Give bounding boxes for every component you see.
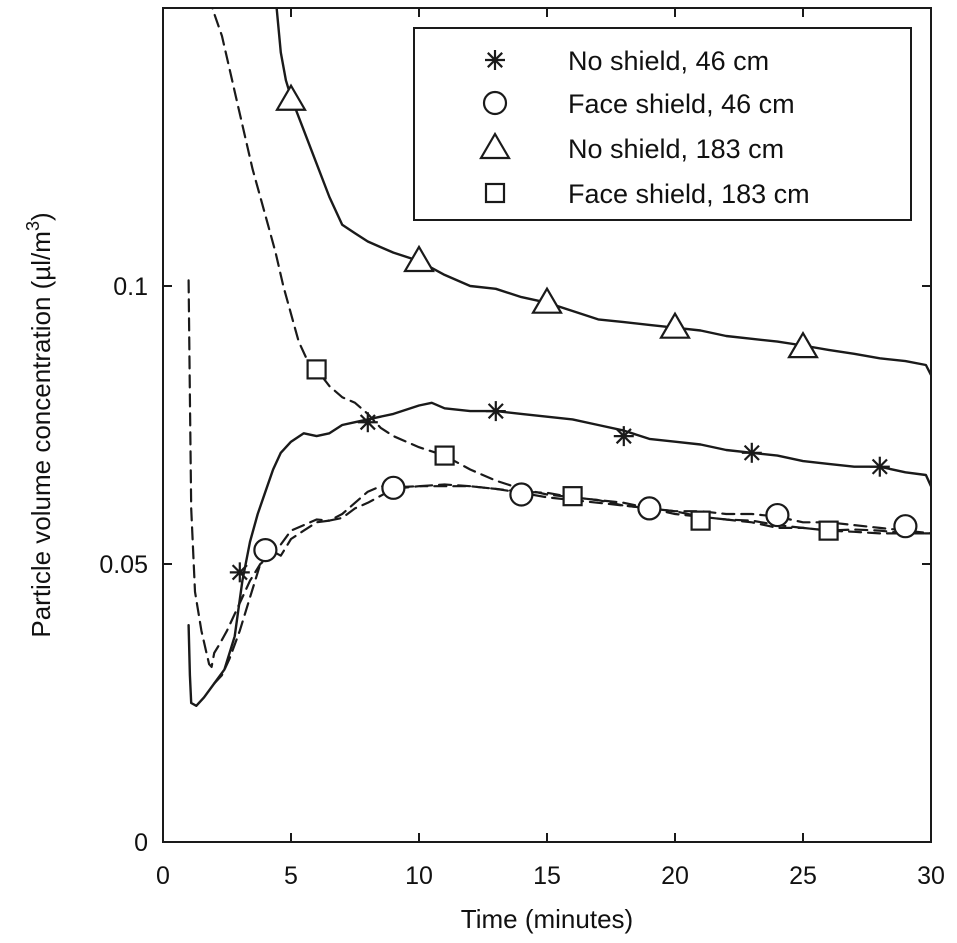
legend-symbol-triangle [479,131,511,160]
series-line-asterisk [187,401,931,707]
legend-label-face-shield-46: Face shield, 46 cm [568,89,795,119]
marker-circle [765,502,790,528]
marker-triangle [659,311,691,339]
y-axis-label-superscript: 3 [23,221,43,231]
legend: No shield, 46 cm Face shield, 46 cm No s… [413,27,912,221]
marker-square [690,510,711,531]
marker-asterisk [485,401,506,422]
legend-label-no-shield-183: No shield, 183 cm [568,134,784,164]
marker-square [434,445,455,466]
y-axis-label-tail: ) [26,212,56,221]
marker-circle [509,482,534,507]
series-line-square [187,279,931,668]
marker-triangle [403,244,435,273]
y-tick-label: 0.1 [113,273,148,301]
x-tick-label: 25 [789,862,817,890]
legend-label-no-shield-46: No shield, 46 cm [568,46,769,76]
marker-triangle [275,83,307,111]
series-line-square-branch [211,8,931,535]
marker-asterisk [229,562,250,583]
legend-label-face-shield-183: Face shield, 183 cm [568,179,810,209]
tick-layer: 0 5 10 15 20 25 30 0 0.05 0.1 [99,8,945,890]
marker-circle [637,496,662,521]
x-tick-label: 20 [661,862,689,890]
x-axis-label: Time (minutes) [461,904,633,934]
marker-triangle [787,330,819,359]
marker-circle [381,475,406,500]
legend-symbol-asterisk [485,50,505,70]
marker-asterisk [357,412,378,433]
y-tick-label: 0.05 [99,551,148,579]
x-tick-label: 10 [405,862,433,890]
legend-symbol-circle [482,90,508,116]
x-tick-label: 0 [156,862,170,890]
marker-square [818,520,839,541]
y-axis-label: Particle volume concentration (µl/m3) [23,212,56,637]
marker-square [562,486,583,507]
marker-asterisk [613,426,634,447]
marker-asterisk [741,442,762,463]
marker-circle [253,537,278,563]
marker-layer [229,83,918,583]
legend-symbols [479,50,511,204]
x-tick-label: 30 [917,862,945,890]
marker-circle [893,514,918,539]
marker-asterisk [869,456,890,477]
x-tick-label: 15 [533,862,561,890]
y-tick-label: 0 [134,829,148,857]
legend-symbol-square [484,182,506,204]
series-line-triangle [275,8,931,377]
y-axis-label-main: Particle volume concentration (µl/m [26,231,56,638]
marker-square [306,359,327,380]
x-tick-label: 5 [284,862,298,890]
marker-triangle [531,286,563,314]
